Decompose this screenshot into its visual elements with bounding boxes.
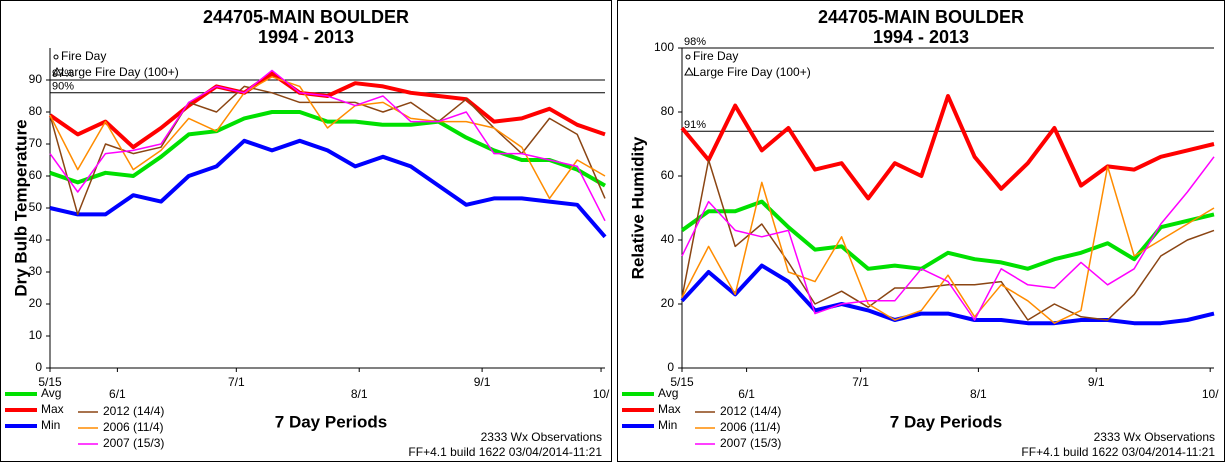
chart-subtitle: 1994 - 2013 xyxy=(873,27,969,47)
y-tick-label: 0 xyxy=(35,360,42,374)
legend-label: 2006 (11/4) xyxy=(103,420,164,434)
y-tick-label: 60 xyxy=(661,168,675,182)
series-line xyxy=(49,138,607,239)
footnote: FF+4.1 build 1622 03/04/2014-11:21 xyxy=(1021,445,1215,459)
fire-day-symbol xyxy=(53,54,59,60)
x-tick-label: 6/1 xyxy=(109,387,126,401)
series-line xyxy=(49,85,606,216)
footnote: 2333 Wx Observations xyxy=(1094,430,1215,444)
x-tick-label: 7/1 xyxy=(852,375,869,389)
legend-label: Avg xyxy=(41,386,61,400)
series-line xyxy=(681,165,1215,324)
series-line xyxy=(680,199,1215,271)
chart-title: 244705-MAIN BOULDER xyxy=(818,7,1024,27)
legend-label: 2007 (15/3) xyxy=(103,436,164,450)
note: Large Fire Day (100+) xyxy=(693,65,811,79)
y-tick-label: 40 xyxy=(661,232,675,246)
legend-label: Min xyxy=(41,418,60,432)
series-line xyxy=(680,263,1215,326)
x-tick-label: 10/ xyxy=(1202,387,1219,401)
large-fire-symbol xyxy=(684,66,694,76)
series-line xyxy=(48,71,606,150)
x-tick-label: 10/ xyxy=(593,387,610,401)
y-tick-label: 80 xyxy=(29,104,43,118)
footnote: FF+4.1 build 1622 03/04/2014-11:21 xyxy=(408,445,602,459)
y-tick-label: 90 xyxy=(29,72,43,86)
y-axis-label: Dry Bulb Temperature xyxy=(11,119,30,296)
x-axis-label: 7 Day Periods xyxy=(275,412,387,431)
chart-subtitle: 1994 - 2013 xyxy=(258,27,354,47)
legend-label: 2007 (15/3) xyxy=(720,436,781,450)
legend-label: 2012 (14/4) xyxy=(720,404,781,418)
y-tick-label: 20 xyxy=(661,296,675,310)
y-axis-label: Relative Humidity xyxy=(628,136,647,279)
legend-label: 2012 (14/4) xyxy=(103,404,164,418)
series-line xyxy=(49,110,606,188)
y-tick-label: 100 xyxy=(654,40,674,54)
chart-title: 244705-MAIN BOULDER xyxy=(203,7,409,27)
fire-day-symbol xyxy=(685,54,691,60)
legend-label: Max xyxy=(41,402,64,416)
large-fire-symbol xyxy=(52,66,62,76)
note: Large Fire Day (100+) xyxy=(61,65,179,79)
x-axis-label: 7 Day Periods xyxy=(890,412,1002,431)
series-line xyxy=(681,156,1215,321)
y-tick-label: 30 xyxy=(29,264,43,278)
percentile-label: 91% xyxy=(684,119,706,131)
legend-label: Avg xyxy=(658,386,678,400)
y-tick-label: 70 xyxy=(29,136,43,150)
legend-label: Max xyxy=(658,402,681,416)
x-tick-label: 8/1 xyxy=(970,387,987,401)
series-line xyxy=(681,159,1215,321)
y-tick-label: 10 xyxy=(29,328,43,342)
y-tick-label: 0 xyxy=(667,360,674,374)
percentile-label: 90% xyxy=(52,81,74,93)
note: Fire Day xyxy=(693,49,738,63)
footnote: 2333 Wx Observations xyxy=(481,430,602,444)
y-tick-label: 60 xyxy=(29,168,43,182)
series-line xyxy=(680,94,1215,201)
series-line xyxy=(49,69,606,222)
x-tick-label: 6/1 xyxy=(738,387,755,401)
x-tick-label: 5/15 xyxy=(670,375,694,389)
series-line xyxy=(49,76,606,200)
x-tick-label: 9/1 xyxy=(474,375,491,389)
legend-label: Min xyxy=(658,418,677,432)
y-tick-label: 50 xyxy=(29,200,43,214)
x-tick-label: 5/15 xyxy=(38,375,62,389)
y-tick-label: 80 xyxy=(661,104,675,118)
x-tick-label: 8/1 xyxy=(351,387,368,401)
note: Fire Day xyxy=(61,49,106,63)
y-tick-label: 20 xyxy=(29,296,43,310)
y-tick-label: 40 xyxy=(29,232,43,246)
x-tick-label: 7/1 xyxy=(228,375,245,389)
percentile-label: 97% xyxy=(52,68,74,80)
percentile-label: 98% xyxy=(684,36,706,48)
legend-label: 2006 (11/4) xyxy=(720,420,781,434)
x-tick-label: 9/1 xyxy=(1088,375,1105,389)
